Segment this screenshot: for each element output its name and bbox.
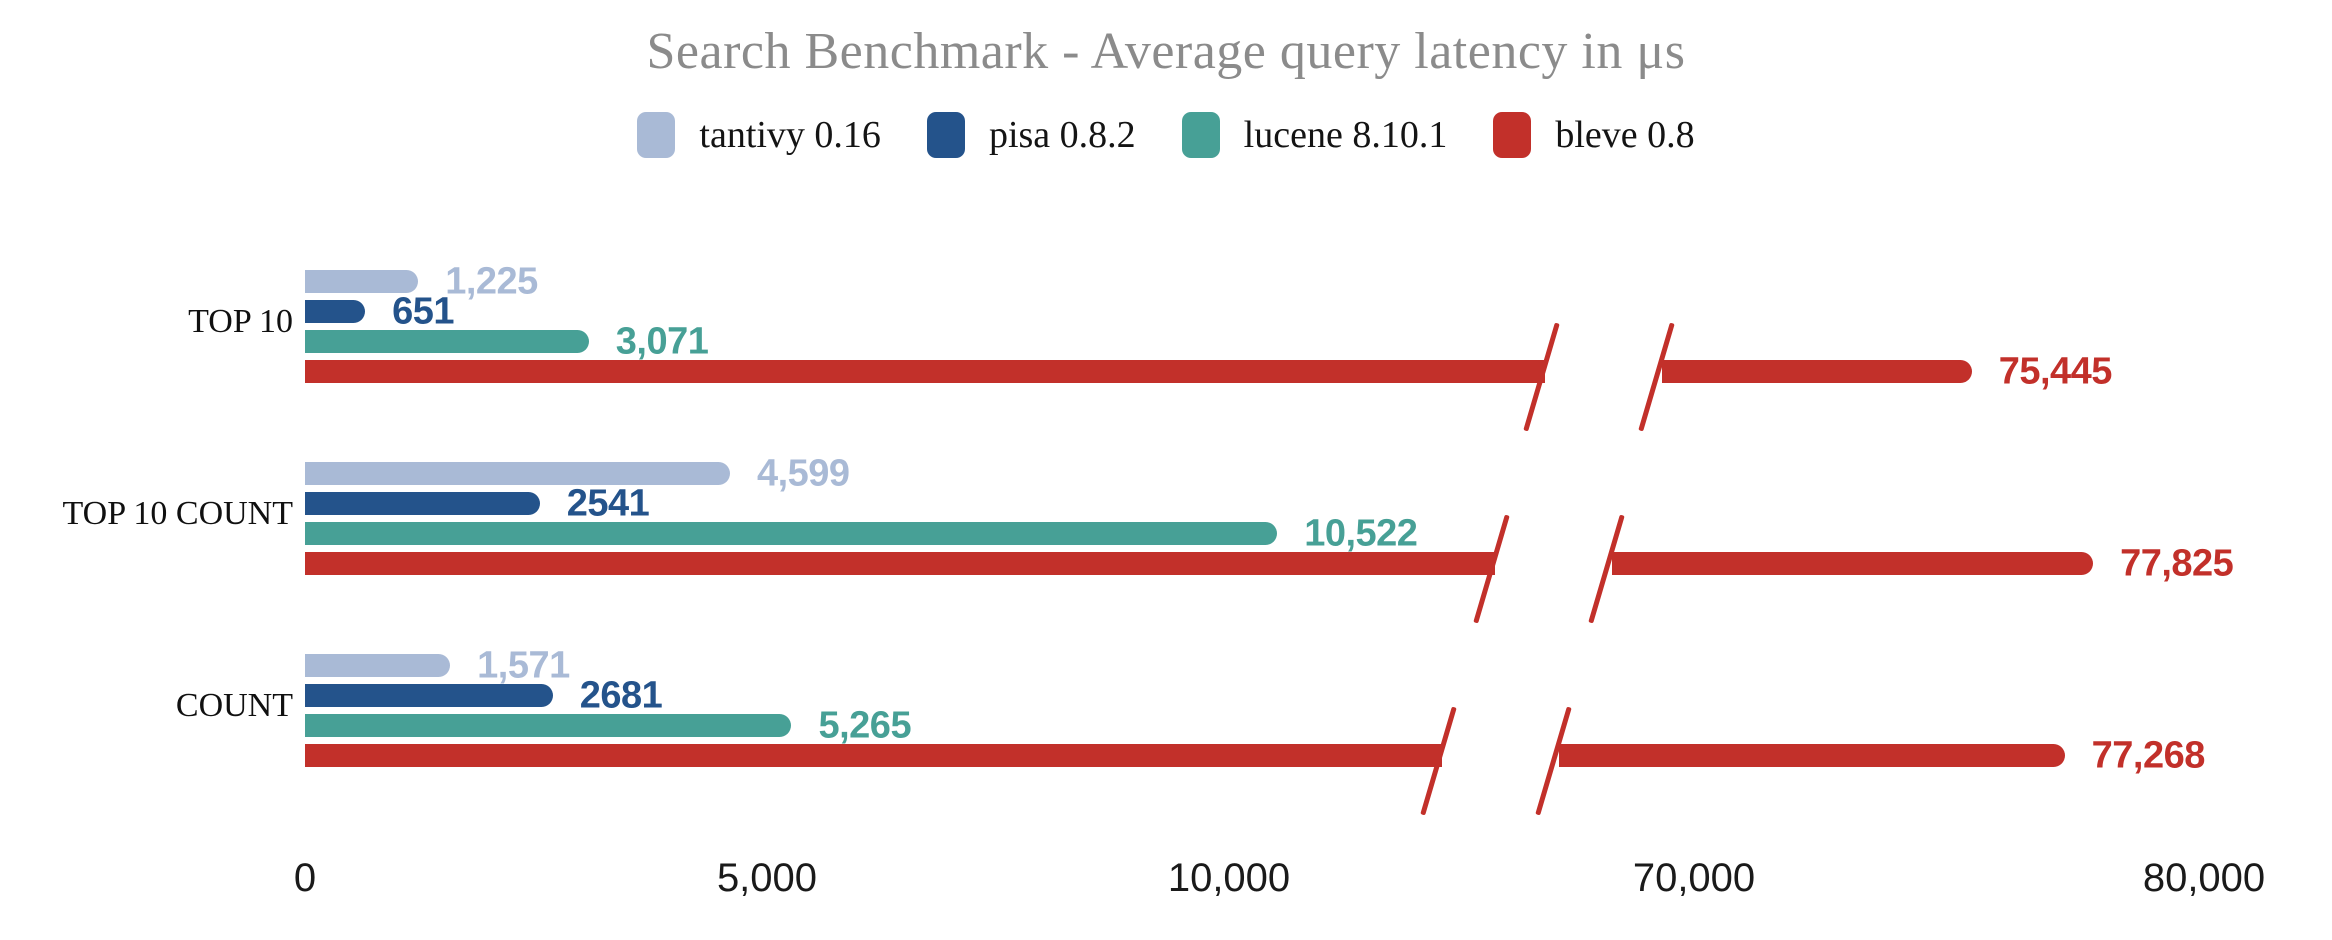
bar-bleve-0-8-top-10-count-segment-2 (1612, 552, 2094, 575)
x-axis-tick-10-000: 10,000 (1167, 856, 1291, 900)
value-label-lucene-8-10-1-top-10: 3,071 (615, 320, 709, 362)
category-label-count: COUNT (175, 687, 293, 724)
legend-item-lucene-8-10-1: lucene 8.10.1 (1181, 112, 1448, 158)
category-label-top-10: TOP 10 (188, 303, 293, 340)
value-label-pisa-0-8-2-top-10-count: 2541 (566, 482, 650, 524)
value-label-tantivy-0-16-top-10: 1,225 (445, 260, 538, 302)
legend-label: bleve 0.8 (1555, 114, 1695, 156)
bar-pisa-0-8-2-top-10-count (305, 492, 540, 515)
bar-lucene-8-10-1-top-10 (305, 330, 589, 353)
chart-title: Search Benchmark - Average query latency… (646, 23, 1686, 80)
bar-bleve-0-8-top-10-count-segment-1 (305, 552, 1495, 575)
legend-item-pisa-0-8-2: pisa 0.8.2 (926, 112, 1136, 158)
bar-bleve-0-8-top-10-segment-1 (305, 360, 1545, 383)
legend-label: lucene 8.10.1 (1243, 114, 1448, 156)
x-axis-tick-80-000: 80,000 (2142, 856, 2266, 900)
legend-label: pisa 0.8.2 (988, 114, 1136, 156)
bar-lucene-8-10-1-count (305, 714, 792, 737)
legend-swatch-lucene-8-10-1-icon (1181, 112, 1220, 158)
legend-swatch-tantivy-0-16-icon (637, 112, 676, 158)
bar-tantivy-0-16-count (305, 654, 451, 677)
value-label-tantivy-0-16-count: 1,571 (477, 644, 570, 686)
chart-legend: tantivy 0.16 pisa 0.8.2 lucene 8.10.1 bleve… (0, 112, 2332, 158)
bar-bleve-0-8-count-segment-1 (305, 744, 1442, 767)
value-label-pisa-0-8-2-count: 2681 (579, 674, 663, 716)
x-axis-tick-70-000: 70,000 (1632, 856, 1756, 900)
bar-bleve-0-8-top-10-segment-2 (1662, 360, 1972, 383)
legend-swatch-pisa-0-8-2-icon (926, 112, 965, 158)
value-label-pisa-0-8-2-top-10: 651 (392, 290, 455, 332)
value-label-bleve-0-8-top-10: 75,445 (1998, 350, 2113, 392)
bar-tantivy-0-16-top-10-count (305, 462, 730, 485)
bar-pisa-0-8-2-top-10 (305, 300, 366, 323)
legend-label: tantivy 0.16 (699, 114, 881, 156)
bar-pisa-0-8-2-count (305, 684, 553, 707)
legend-item-tantivy-0-16: tantivy 0.16 (637, 112, 881, 158)
bar-bleve-0-8-count-segment-2 (1559, 744, 2065, 767)
x-axis-tick-5-000: 5,000 (716, 856, 818, 900)
category-label-top-10-count: TOP 10 COUNT (62, 495, 293, 532)
value-label-bleve-0-8-count: 77,268 (2091, 734, 2206, 776)
value-label-lucene-8-10-1-top-10-count: 10,522 (1304, 512, 1418, 554)
legend-item-bleve-0-8: bleve 0.8 (1493, 112, 1695, 158)
bar-tantivy-0-16-top-10 (305, 270, 419, 293)
bar-lucene-8-10-1-top-10-count (305, 522, 1278, 545)
legend-swatch-bleve-0-8-icon (1493, 112, 1532, 158)
value-label-bleve-0-8-top-10-count: 77,825 (2120, 542, 2234, 584)
x-axis-tick-0: 0 (293, 856, 317, 900)
value-label-lucene-8-10-1-count: 5,265 (818, 704, 912, 746)
value-label-tantivy-0-16-top-10-count: 4,599 (756, 452, 850, 494)
